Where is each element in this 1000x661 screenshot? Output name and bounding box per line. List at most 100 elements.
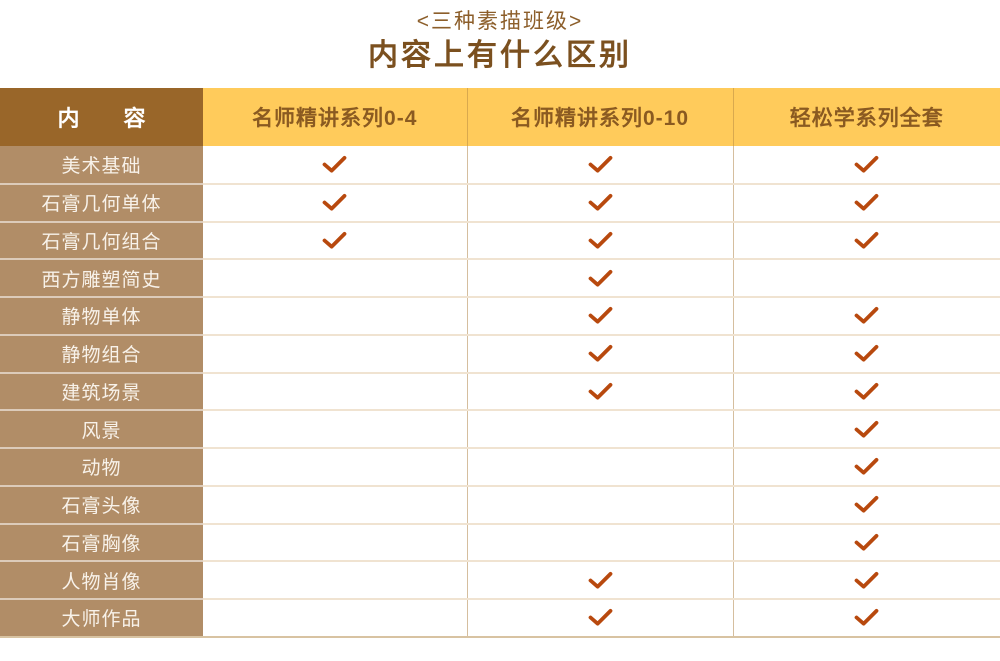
check-cell bbox=[203, 297, 467, 336]
row-label: 大师作品 bbox=[0, 599, 203, 638]
check-cell bbox=[203, 372, 467, 412]
check-cell bbox=[732, 259, 1000, 298]
check-icon bbox=[854, 458, 879, 475]
check-icon bbox=[588, 155, 612, 173]
row-label: 静物组合 bbox=[0, 334, 203, 374]
check-cell bbox=[466, 410, 733, 449]
check-icon bbox=[854, 420, 879, 438]
header-row: 内 容 名师精讲系列0-4 名师精讲系列0-10 轻松学系列全套 bbox=[0, 88, 1000, 146]
table-row: 石膏几何组合 bbox=[0, 221, 1000, 261]
row-label: 风景 bbox=[0, 410, 203, 449]
check-cell bbox=[732, 485, 1000, 525]
row-label: 石膏几何单体 bbox=[0, 183, 203, 223]
check-cell bbox=[203, 523, 467, 563]
series-tagline: <三种素描班级> bbox=[416, 10, 584, 33]
check-cell bbox=[203, 599, 467, 638]
check-icon bbox=[588, 307, 612, 324]
check-cell bbox=[203, 561, 467, 600]
table-row: 石膏头像 bbox=[0, 485, 1000, 525]
check-cell bbox=[732, 523, 1000, 563]
check-cell bbox=[466, 599, 733, 638]
check-icon bbox=[322, 231, 347, 249]
check-cell bbox=[732, 372, 1000, 412]
check-icon bbox=[588, 345, 612, 362]
check-cell bbox=[203, 146, 467, 185]
column-header-series-0-10: 名师精讲系列0-10 bbox=[466, 88, 733, 146]
row-label: 西方雕塑简史 bbox=[0, 259, 203, 298]
table-row: 静物组合 bbox=[0, 334, 1000, 374]
row-label: 人物肖像 bbox=[0, 561, 203, 600]
check-icon bbox=[588, 194, 612, 211]
check-icon bbox=[854, 382, 879, 400]
check-cell bbox=[732, 183, 1000, 223]
check-icon bbox=[322, 155, 347, 173]
check-cell bbox=[466, 485, 733, 525]
check-cell bbox=[732, 599, 1000, 638]
row-label: 石膏头像 bbox=[0, 485, 203, 525]
column-header-full-set: 轻松学系列全套 bbox=[732, 88, 1000, 146]
check-cell bbox=[732, 221, 1000, 261]
check-icon bbox=[854, 194, 879, 211]
row-label: 美术基础 bbox=[0, 146, 203, 185]
check-icon bbox=[588, 269, 612, 287]
check-cell bbox=[466, 523, 733, 563]
check-icon bbox=[854, 231, 879, 249]
check-cell bbox=[466, 334, 733, 374]
check-cell bbox=[732, 561, 1000, 600]
row-label: 建筑场景 bbox=[0, 372, 203, 412]
table-row: 动物 bbox=[0, 448, 1000, 487]
table-row: 建筑场景 bbox=[0, 372, 1000, 412]
check-icon bbox=[854, 533, 879, 551]
table-row: 石膏胸像 bbox=[0, 523, 1000, 563]
title-block: <三种素描班级> 内容上有什么区别 bbox=[0, 0, 1000, 88]
row-label: 石膏几何组合 bbox=[0, 221, 203, 261]
check-icon bbox=[588, 571, 612, 589]
check-icon bbox=[854, 496, 879, 513]
check-cell bbox=[203, 221, 467, 261]
check-cell bbox=[466, 146, 733, 185]
table-row: 石膏几何单体 bbox=[0, 183, 1000, 223]
check-icon bbox=[588, 231, 612, 249]
check-cell bbox=[203, 334, 467, 374]
check-icon bbox=[322, 194, 347, 211]
table-row: 静物单体 bbox=[0, 297, 1000, 336]
table-row: 风景 bbox=[0, 410, 1000, 449]
table-row: 人物肖像 bbox=[0, 561, 1000, 600]
row-label: 动物 bbox=[0, 448, 203, 487]
check-cell bbox=[466, 221, 733, 261]
check-cell bbox=[466, 561, 733, 600]
check-icon bbox=[854, 155, 879, 173]
check-icon bbox=[854, 345, 879, 362]
check-cell bbox=[203, 448, 467, 487]
table-body: 美术基础 石膏几何单体 石膏几何组合 西方雕塑简史 静物单体 静物组合 建筑场景 风景 动物 石膏… bbox=[0, 146, 1000, 638]
check-icon bbox=[854, 307, 879, 324]
column-header-content: 内 容 bbox=[0, 88, 203, 146]
check-cell bbox=[203, 410, 467, 449]
row-label: 石膏胸像 bbox=[0, 523, 203, 563]
check-cell bbox=[203, 183, 467, 223]
check-cell bbox=[466, 297, 733, 336]
check-cell bbox=[732, 146, 1000, 185]
check-cell bbox=[732, 410, 1000, 449]
check-cell bbox=[466, 259, 733, 298]
comparison-table: 内 容 名师精讲系列0-4 名师精讲系列0-10 轻松学系列全套 美术基础 石膏几… bbox=[0, 88, 1000, 638]
check-cell bbox=[466, 372, 733, 412]
page-title: 内容上有什么区别 bbox=[368, 39, 632, 72]
check-icon bbox=[588, 609, 612, 626]
check-icon bbox=[854, 609, 879, 626]
table-row: 大师作品 bbox=[0, 599, 1000, 638]
table-row: 西方雕塑简史 bbox=[0, 259, 1000, 298]
column-header-series-0-4: 名师精讲系列0-4 bbox=[203, 88, 467, 146]
table-row: 美术基础 bbox=[0, 146, 1000, 185]
check-cell bbox=[466, 183, 733, 223]
check-icon bbox=[854, 571, 879, 589]
check-cell bbox=[732, 334, 1000, 374]
check-cell bbox=[732, 297, 1000, 336]
check-icon bbox=[588, 382, 612, 400]
row-label: 静物单体 bbox=[0, 297, 203, 336]
check-cell bbox=[732, 448, 1000, 487]
check-cell bbox=[203, 259, 467, 298]
check-cell bbox=[203, 485, 467, 525]
check-cell bbox=[466, 448, 733, 487]
